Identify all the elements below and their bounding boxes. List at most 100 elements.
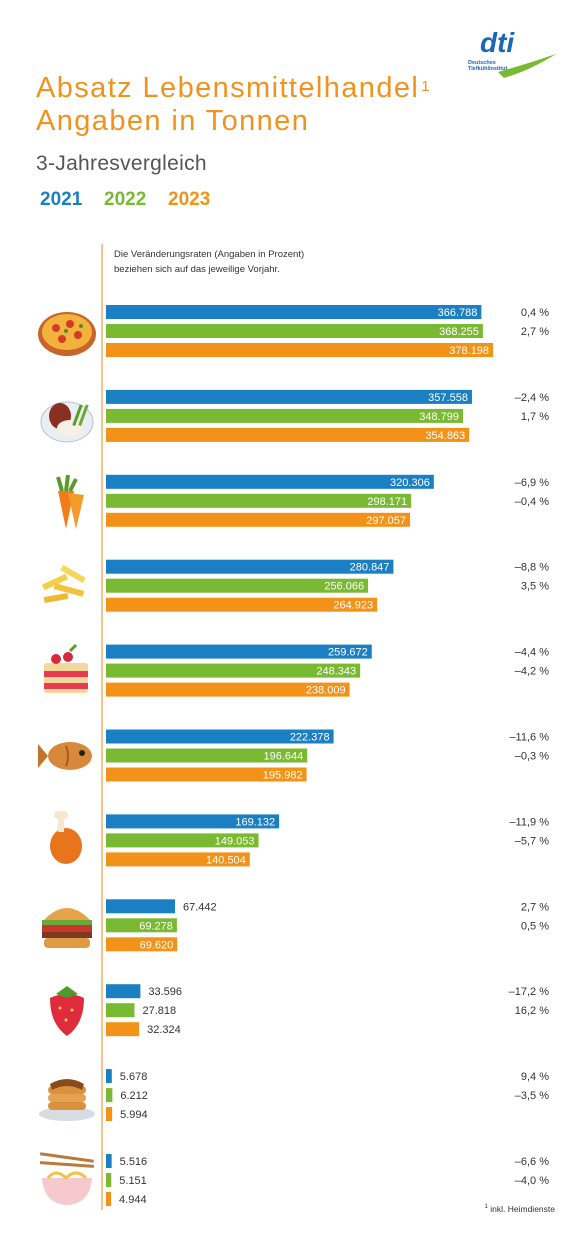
change-rate-2022-3: 3,5 % (521, 581, 549, 593)
logo-text: dti (480, 28, 515, 58)
bar-2021-7 (106, 899, 176, 914)
bar-2021-9 (106, 1069, 112, 1084)
bar-2023-1 (106, 427, 470, 442)
change-rate-2021-6: –11,9 % (509, 816, 549, 828)
bar-2023-6 (106, 852, 250, 867)
title-superscript: 1 (421, 78, 431, 95)
bar-2022-8 (106, 1003, 135, 1018)
bar-2022-7 (106, 918, 177, 933)
change-rate-2022-2: –0,4 % (515, 496, 549, 508)
change-rate-2021-3: –8,8 % (515, 562, 549, 574)
bar-value-label-2022-5: 196.644 (263, 751, 303, 763)
page-title: Absatz Lebensmittelhandel 1 Angaben in To… (36, 72, 431, 138)
page-subtitle: 3-Jahresvergleich (36, 152, 207, 175)
bar-2023-10 (106, 1192, 112, 1206)
bar-value-label-2021-7: 67.442 (183, 901, 217, 913)
bar-value-label-2022-10: 5.151 (119, 1175, 147, 1187)
change-rate-2022-1: 1,7 % (521, 411, 549, 423)
change-rate-2022-8: 16,2 % (515, 1005, 549, 1017)
bar-2021-8 (106, 984, 141, 999)
bar-value-label-2022-8: 27.818 (142, 1005, 176, 1017)
bar-2023-0 (106, 343, 494, 357)
bar-value-label-2022-9: 6.212 (120, 1090, 148, 1102)
bar-value-label-2023-2: 297.057 (366, 515, 406, 527)
footnote-text: inkl. Heimdienste (490, 1204, 555, 1214)
bar-2022-10 (106, 1173, 112, 1187)
pancakes-icon (39, 1079, 95, 1121)
bar-2023-8 (106, 1022, 140, 1037)
bar-2023-4 (106, 682, 350, 697)
bar-value-label-2023-6: 140.504 (206, 854, 246, 866)
bar-value-label-2022-0: 368.255 (439, 326, 479, 338)
change-rate-2021-9: 9,4 % (521, 1071, 549, 1083)
bar-value-label-2021-3: 280.847 (350, 562, 390, 574)
bar-2021-4 (106, 644, 372, 659)
bar-value-label-2023-3: 264.923 (333, 600, 373, 612)
change-rate-note: Die Veränderungsraten (Angaben in Prozen… (114, 247, 354, 277)
bar-value-label-2021-10: 5.516 (120, 1156, 148, 1168)
bar-2022-3 (106, 578, 369, 593)
bar-value-label-2022-7: 69.278 (139, 920, 173, 932)
bar-value-label-2021-9: 5.678 (120, 1071, 148, 1083)
bar-2021-2 (106, 474, 434, 489)
change-rate-2022-4: –4,2 % (515, 666, 549, 678)
bar-value-label-2022-3: 256.066 (324, 581, 364, 593)
change-rate-2021-8: –17,2 % (509, 986, 550, 998)
change-rate-2022-9: –3,5 % (515, 1090, 549, 1102)
bar-value-label-2021-8: 33.596 (148, 986, 182, 998)
bar-2021-3 (106, 559, 394, 574)
pizza-icon (38, 312, 96, 356)
footnote: 1 inkl. Heimdienste (485, 1204, 555, 1214)
bar-value-label-2023-7: 69.620 (140, 939, 174, 951)
bar-2021-6 (106, 814, 280, 829)
change-rate-2022-6: –5,7 % (515, 835, 549, 847)
carrot-icon (56, 474, 84, 529)
note-line1: Die Veränderungsraten (Angaben in Prozen… (114, 249, 305, 260)
change-rate-2021-10: –6,6 % (515, 1156, 549, 1168)
legend-2021: 2021 (40, 189, 83, 210)
logo-sub-line1: Deutsches (468, 60, 496, 66)
bar-2022-5 (106, 748, 308, 763)
noodles-icon (39, 1152, 95, 1205)
bar-value-label-2023-1: 354.863 (425, 430, 465, 442)
bar-value-label-2021-2: 320.306 (390, 477, 430, 489)
bar-value-label-2022-6: 149.053 (215, 835, 255, 847)
meal-plate-icon (40, 401, 94, 443)
footnote-marker: 1 (484, 1204, 488, 1210)
bar-value-label-2021-5: 222.378 (290, 732, 330, 744)
cake-icon (44, 643, 88, 693)
bar-2022-1 (106, 408, 463, 423)
logo-subtitle: Deutsches Tiefkühlinstitut (468, 60, 507, 72)
bar-value-label-2023-10: 4.944 (119, 1194, 147, 1206)
bar-2023-9 (106, 1107, 113, 1122)
bar-2022-9 (106, 1088, 113, 1103)
change-rate-2021-7: 2,7 % (521, 901, 549, 913)
bar-2023-7 (106, 937, 178, 952)
logo-sub-line2: Tiefkühlinstitut (468, 66, 508, 72)
change-rate-2021-2: –6,9 % (515, 477, 549, 489)
bar-value-label-2023-0: 378.198 (449, 345, 489, 357)
bar-2021-1 (106, 389, 472, 404)
bar-value-label-2021-1: 357.558 (428, 392, 468, 404)
bar-2021-5 (106, 729, 334, 744)
bar-2022-4 (106, 663, 361, 678)
chart-axis-line (101, 244, 103, 1210)
legend-2022: 2022 (104, 189, 147, 210)
title-line1: Absatz Lebensmittelhandel (36, 72, 420, 104)
change-rate-2021-0: 0,4 % (521, 307, 549, 319)
bar-value-label-2022-1: 348.799 (419, 411, 459, 423)
bar-value-label-2023-5: 195.982 (263, 770, 303, 782)
bar-value-label-2021-0: 366.788 (438, 307, 478, 319)
fries-icon (41, 564, 86, 604)
bar-value-label-2023-4: 238.009 (306, 685, 346, 697)
fish-icon (38, 742, 92, 770)
burger-icon (42, 908, 92, 948)
bar-value-label-2022-4: 248.343 (316, 666, 356, 678)
change-rate-2021-4: –4,4 % (515, 647, 549, 659)
bar-value-label-2022-2: 298.171 (367, 496, 407, 508)
chicken-leg-icon (50, 811, 82, 864)
change-rate-2022-7: 0,5 % (521, 920, 549, 932)
change-rate-2022-10: –4,0 % (515, 1175, 549, 1187)
bar-value-label-2023-9: 5.994 (120, 1109, 148, 1121)
change-rate-2022-0: 2,7 % (521, 326, 549, 338)
